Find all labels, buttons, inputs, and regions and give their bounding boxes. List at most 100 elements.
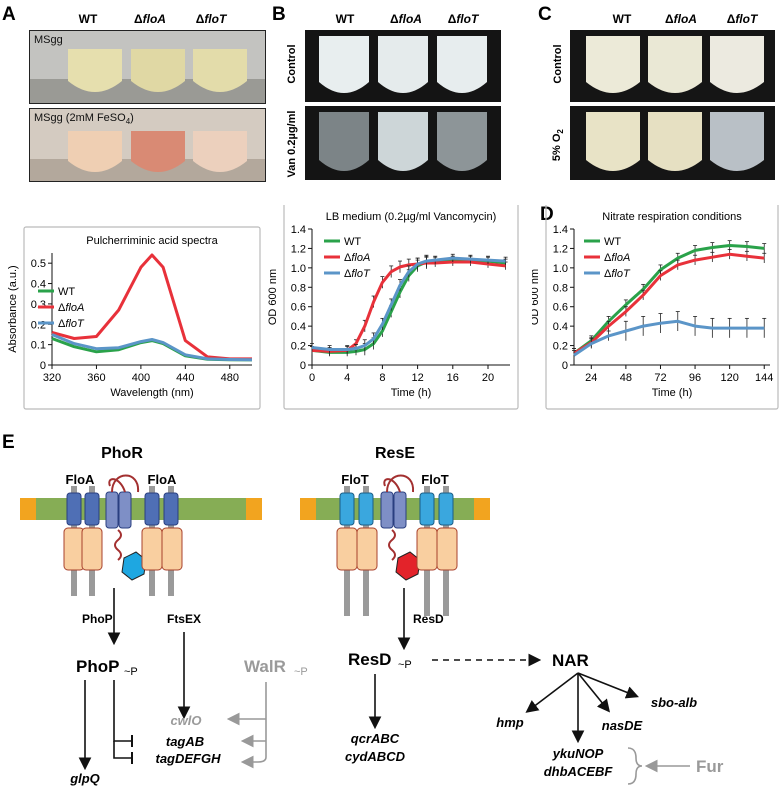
y-tick-label: 0.6 — [291, 302, 306, 314]
flot-protein-left — [336, 486, 378, 616]
gene-dhbacebf: dhbACEBF — [544, 764, 614, 779]
y-tick-label: 0.4 — [31, 279, 46, 291]
column-label-flot-a: ΔfloT — [195, 12, 227, 26]
label-resd-p: ~P — [398, 659, 412, 671]
label-ftsex: FtsEX — [167, 612, 201, 626]
gene-tagdefgh: tagDEFGH — [156, 751, 222, 766]
y-tick-label: 1.0 — [291, 263, 306, 275]
legend-label: WT — [344, 236, 361, 248]
y-tick-label: 0 — [40, 360, 46, 372]
label-phor: PhoR — [101, 445, 143, 462]
gene-cydabcd: cydABCD — [345, 749, 406, 764]
label-nar: NAR — [552, 651, 589, 670]
y-tick-label: 0.2 — [553, 341, 568, 353]
row-label-control-c: Control — [552, 44, 564, 84]
y-axis-label: OD 600 nm — [268, 269, 279, 325]
series-line-2 — [311, 256, 506, 351]
photo-msgg: MSgg — [29, 30, 266, 104]
flot-protein-right — [416, 486, 458, 616]
y-tick-label: 1.0 — [553, 263, 568, 275]
gene-ykunop: ykuNOP — [552, 746, 604, 761]
panel-label-e: E — [2, 432, 15, 453]
label-resd: ResD — [348, 650, 391, 669]
arrow-nar-nasde — [577, 672, 611, 713]
column-label-floa-c: ΔfloA — [665, 12, 697, 26]
x-tick-label: 480 — [221, 372, 239, 384]
legend-label: ΔfloA — [604, 252, 630, 264]
chart-nitrate-respiration: Nitrate respiration conditions 0 0.2 0.4 0.6… — [532, 205, 779, 410]
label-resd-arrow: ResD — [413, 612, 444, 626]
gene-tagab: tagAB — [166, 734, 204, 749]
chart-title: Pulcherriminic acid spectra — [86, 235, 218, 247]
series-line-0 — [573, 244, 765, 355]
legend-label: WT — [58, 286, 75, 298]
y-tick-label: 1.2 — [553, 243, 568, 255]
y-tick-label: 0.4 — [553, 321, 568, 333]
column-label-floa-a: ΔfloA — [134, 12, 166, 26]
label-flot-left: FloT — [341, 472, 368, 487]
legend-label: ΔfloT — [344, 268, 371, 280]
row-label-o2-c: 5% O2 — [550, 129, 566, 162]
column-label-wt-b: WT — [335, 12, 355, 26]
label-walr-p: ~P — [294, 666, 308, 678]
y-axis-label: OD 600 nm — [532, 269, 541, 325]
label-phop: PhoP — [76, 657, 119, 676]
x-tick-label: 120 — [720, 372, 738, 384]
chart-frame — [23, 226, 261, 410]
arrow-nar-sboalb — [577, 672, 639, 699]
series-line-1 — [51, 253, 252, 361]
panel-label-c: C — [538, 4, 552, 25]
arrow-nar-hmp — [525, 672, 579, 713]
x-tick-label: 48 — [620, 372, 632, 384]
series-line-1 — [311, 260, 506, 353]
membrane-left — [20, 498, 262, 520]
y-tick-label: 0.1 — [31, 340, 46, 352]
series-line-0 — [311, 258, 506, 354]
series-line-0 — [51, 337, 253, 362]
x-tick-label: 440 — [176, 372, 194, 384]
phor-kinase — [105, 474, 147, 581]
chart-vancomycin-growth: LB medium (0.2µg/ml Vancomycin) 0 0.2 0.4 0.… — [268, 205, 519, 410]
column-label-wt-a: WT — [78, 12, 98, 26]
chart-title: LB medium (0.2µg/ml Vancomycin) — [326, 211, 497, 223]
panel-label-a: A — [2, 4, 16, 25]
row-label-van-b: Van 0.2µg/ml — [286, 110, 298, 178]
label-fur: Fur — [696, 757, 724, 776]
panel-label-b: B — [272, 4, 286, 25]
y-tick-label: 0.3 — [31, 299, 46, 311]
column-label-floa-b: ΔfloA — [390, 12, 422, 26]
column-label-flot-c: ΔfloT — [726, 12, 758, 26]
x-axis-label: Time (h) — [652, 387, 693, 399]
legend-label: WT — [604, 236, 621, 248]
row-label-control-b: Control — [286, 44, 298, 84]
x-tick-label: 0 — [309, 372, 315, 384]
y-tick-label: 1.4 — [291, 224, 306, 236]
photo-c-control — [570, 30, 775, 102]
x-tick-label: 144 — [755, 372, 773, 384]
label-flot-right: FloT — [421, 472, 448, 487]
y-tick-label: 1.4 — [553, 224, 568, 236]
gene-glpq: glpQ — [69, 771, 100, 786]
y-tick-label: 0.8 — [553, 282, 568, 294]
y-tick-label: 0 — [562, 360, 568, 372]
y-tick-label: 0.6 — [553, 302, 568, 314]
x-tick-label: 360 — [87, 372, 105, 384]
y-tick-label: 0.2 — [291, 341, 306, 353]
label-phop-p: ~P — [124, 666, 138, 678]
x-tick-label: 320 — [43, 372, 61, 384]
x-tick-label: 20 — [482, 372, 494, 384]
floa-protein-right — [141, 486, 183, 596]
repression-phop-tagab — [113, 680, 132, 742]
legend-label: ΔfloA — [344, 252, 370, 264]
x-tick-label: 72 — [654, 372, 666, 384]
gene-nasde: nasDE — [602, 718, 643, 733]
x-axis-label: Wavelength (nm) — [110, 387, 193, 399]
signaling-diagram: PhoR FloA FloA ResE FloT FloT PhoP FtsEX… — [20, 445, 724, 786]
floa-protein-left — [63, 486, 103, 596]
y-tick-label: 0.8 — [291, 282, 306, 294]
y-tick-label: 0.2 — [31, 319, 46, 331]
chart-frame — [283, 205, 519, 410]
gene-hmp: hmp — [496, 715, 524, 730]
column-label-flot-b: ΔfloT — [447, 12, 479, 26]
series-line-2 — [51, 333, 253, 362]
